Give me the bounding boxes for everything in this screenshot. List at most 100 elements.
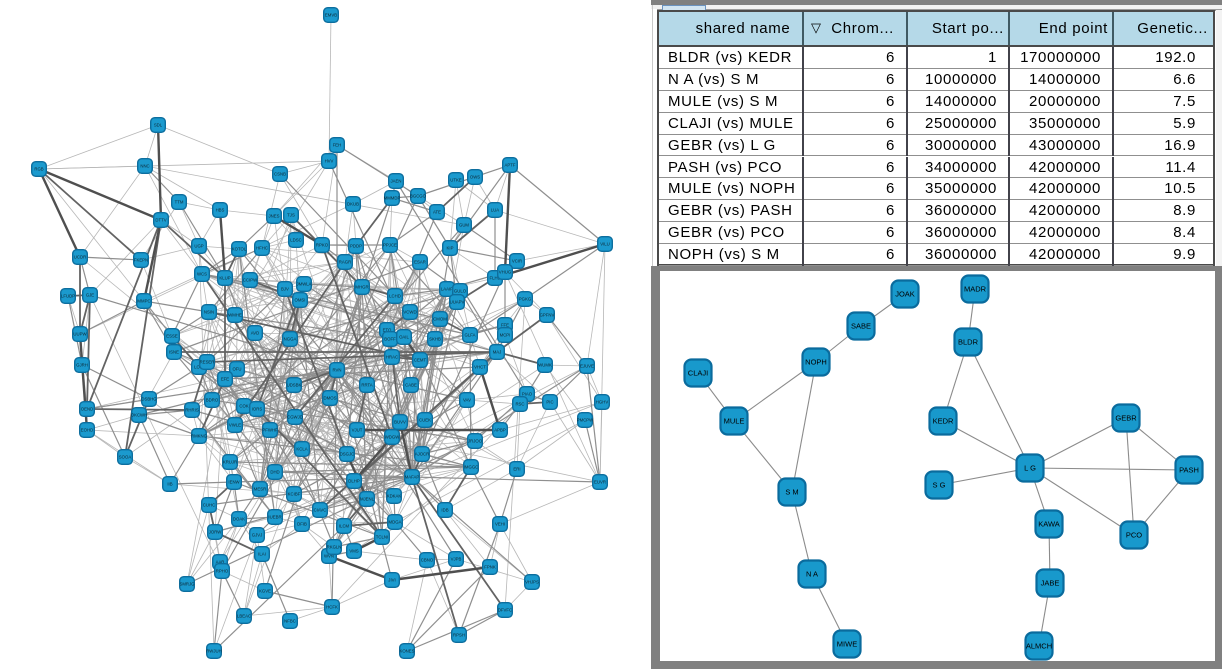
svg-text:OAIL: OAIL	[399, 335, 409, 340]
svg-text:BDRO: BDRO	[206, 398, 219, 403]
svg-text:RPHO: RPHO	[216, 569, 229, 574]
svg-text:KIP: KIP	[447, 246, 454, 251]
svg-text:BOFF: BOFF	[384, 337, 396, 342]
svg-text:MJENL: MJENL	[360, 497, 375, 502]
svg-text:MMPC: MMPC	[137, 299, 150, 304]
svg-text:SDL: SDL	[154, 123, 163, 128]
svg-text:LDSC: LDSC	[290, 238, 301, 243]
svg-text:GEBR: GEBR	[1115, 414, 1137, 423]
svg-text:DMOS: DMOS	[324, 396, 337, 401]
svg-text:S M: S M	[785, 488, 798, 497]
svg-text:CABE: CABE	[405, 383, 417, 388]
svg-text:DFIB: DFIB	[297, 522, 307, 527]
svg-text:DFVFC: DFVFC	[498, 608, 512, 613]
svg-text:FKEPN: FKEPN	[134, 258, 148, 263]
svg-text:PFWHF: PFWHF	[262, 428, 278, 433]
svg-text:RPKO: RPKO	[316, 243, 329, 248]
svg-text:VMS: VMS	[349, 549, 358, 554]
svg-text:BLDR: BLDR	[958, 338, 979, 347]
svg-text:SKHB: SKHB	[429, 337, 441, 342]
svg-text:L G: L G	[1024, 464, 1036, 473]
svg-text:VHCT: VHCT	[474, 365, 486, 370]
svg-text:WDGW: WDGW	[385, 435, 401, 440]
svg-text:CBNO: CBNO	[421, 558, 434, 563]
svg-text:JAEN: JAEN	[391, 179, 402, 184]
svg-text:LCHD: LCHD	[389, 294, 401, 299]
svg-text:HBS: HBS	[216, 208, 225, 213]
svg-text:BUVV: BUVV	[394, 420, 406, 425]
svg-text:HFHC: HFHC	[256, 246, 268, 251]
svg-text:IMGGC: IMGGC	[464, 465, 479, 470]
svg-text:AAR: AAR	[216, 560, 225, 565]
svg-text:DOAK: DOAK	[233, 517, 245, 522]
svg-text:VCIR: VCIR	[512, 259, 522, 264]
svg-text:LFUDP: LFUDP	[61, 294, 75, 299]
svg-text:DSGJC: DSGJC	[340, 452, 355, 457]
svg-text:MAFAP: MAFAP	[405, 475, 420, 480]
svg-text:GJVJ: GJVJ	[252, 533, 263, 538]
svg-text:CUHC: CUHC	[203, 503, 215, 508]
svg-text:S G: S G	[933, 481, 946, 490]
svg-text:VAV: VAV	[463, 398, 471, 403]
svg-text:LAAIP: LAAIP	[441, 287, 453, 292]
svg-text:VWLE: VWLE	[229, 423, 241, 428]
svg-text:KCLA: KCLA	[296, 447, 307, 452]
svg-text:VJUT: VJUT	[352, 428, 363, 433]
svg-text:FEH: FEH	[333, 143, 342, 148]
svg-text:LBEAC: LBEAC	[237, 614, 251, 619]
svg-text:WVN: WVN	[324, 554, 334, 559]
svg-text:DHD: DHD	[270, 470, 279, 475]
svg-text:JORW: JORW	[209, 530, 223, 535]
svg-text:GJE: GJE	[86, 293, 94, 298]
svg-text:GULO: GULO	[454, 289, 467, 294]
svg-text:ALMCH: ALMCH	[1026, 642, 1052, 651]
svg-text:IUEBR: IUEBR	[268, 515, 281, 520]
svg-text:SABE: SABE	[851, 322, 871, 331]
svg-text:CMOM: CMOM	[433, 317, 447, 322]
svg-text:OEND: OEND	[81, 407, 93, 412]
svg-text:JMWLA: JMWLA	[296, 282, 311, 287]
svg-text:DKUB: DKUB	[347, 202, 359, 207]
svg-text:CCIPW: CCIPW	[243, 278, 258, 283]
svg-text:MIWE: MIWE	[837, 640, 857, 649]
svg-text:KONES: KONES	[399, 649, 414, 654]
svg-text:AVD: AVD	[251, 331, 260, 336]
svg-text:GJRH: GJRH	[76, 363, 88, 368]
svg-text:PIC: PIC	[546, 400, 553, 405]
svg-text:UTKE: UTKE	[450, 178, 462, 183]
svg-text:DSBHG: DSBHG	[141, 397, 157, 402]
svg-text:APTF: APTF	[505, 163, 516, 168]
svg-text:PPJCE: PPJCE	[383, 243, 397, 248]
svg-text:RWJUH: RWJUH	[206, 649, 221, 654]
svg-text:ILAI: ILAI	[258, 552, 266, 557]
svg-text:KRUJR: KRUJR	[223, 460, 237, 465]
svg-text:KGVE: KGVE	[259, 589, 271, 594]
svg-text:MMMDP: MMMDP	[384, 196, 401, 201]
svg-text:UCDR: UCDR	[74, 255, 86, 260]
svg-text:ILCM: ILCM	[339, 524, 350, 529]
svg-text:BGCGO: BGCGO	[410, 194, 427, 199]
svg-text:CGWJD: CGWJD	[287, 415, 303, 420]
svg-text:WCS: WCS	[197, 272, 207, 277]
svg-text:VEHI: VEHI	[495, 522, 505, 527]
svg-text:RKGLN: RKGLN	[327, 545, 342, 550]
svg-text:VHUG: VHUG	[499, 270, 512, 275]
svg-text:MCPI: MCPI	[500, 333, 511, 338]
svg-text:GUM: GUM	[459, 223, 469, 228]
svg-text:ESAR: ESAR	[414, 260, 426, 265]
svg-text:LUA: LUA	[491, 208, 499, 213]
svg-text:N A: N A	[806, 570, 818, 579]
svg-text:KLUP: KLUP	[219, 276, 230, 281]
svg-text:IDB: IDB	[441, 508, 448, 513]
svg-text:CUEK: CUEK	[419, 418, 431, 423]
svg-text:TCLNI: TCLNI	[376, 535, 388, 540]
svg-text:RMKNG: RMKNG	[191, 434, 208, 439]
svg-text:JNES: JNES	[269, 214, 280, 219]
svg-text:EJUVE: EJUVE	[580, 364, 594, 369]
svg-text:FFE: FFE	[501, 323, 509, 328]
svg-text:PDDP: PDDP	[350, 244, 362, 249]
svg-text:PIAO: PIAO	[522, 392, 533, 397]
svg-text:KOTOL: KOTOL	[232, 247, 247, 252]
svg-text:RAGR: RAGR	[339, 260, 351, 265]
svg-text:CSNB: CSNB	[274, 172, 286, 177]
